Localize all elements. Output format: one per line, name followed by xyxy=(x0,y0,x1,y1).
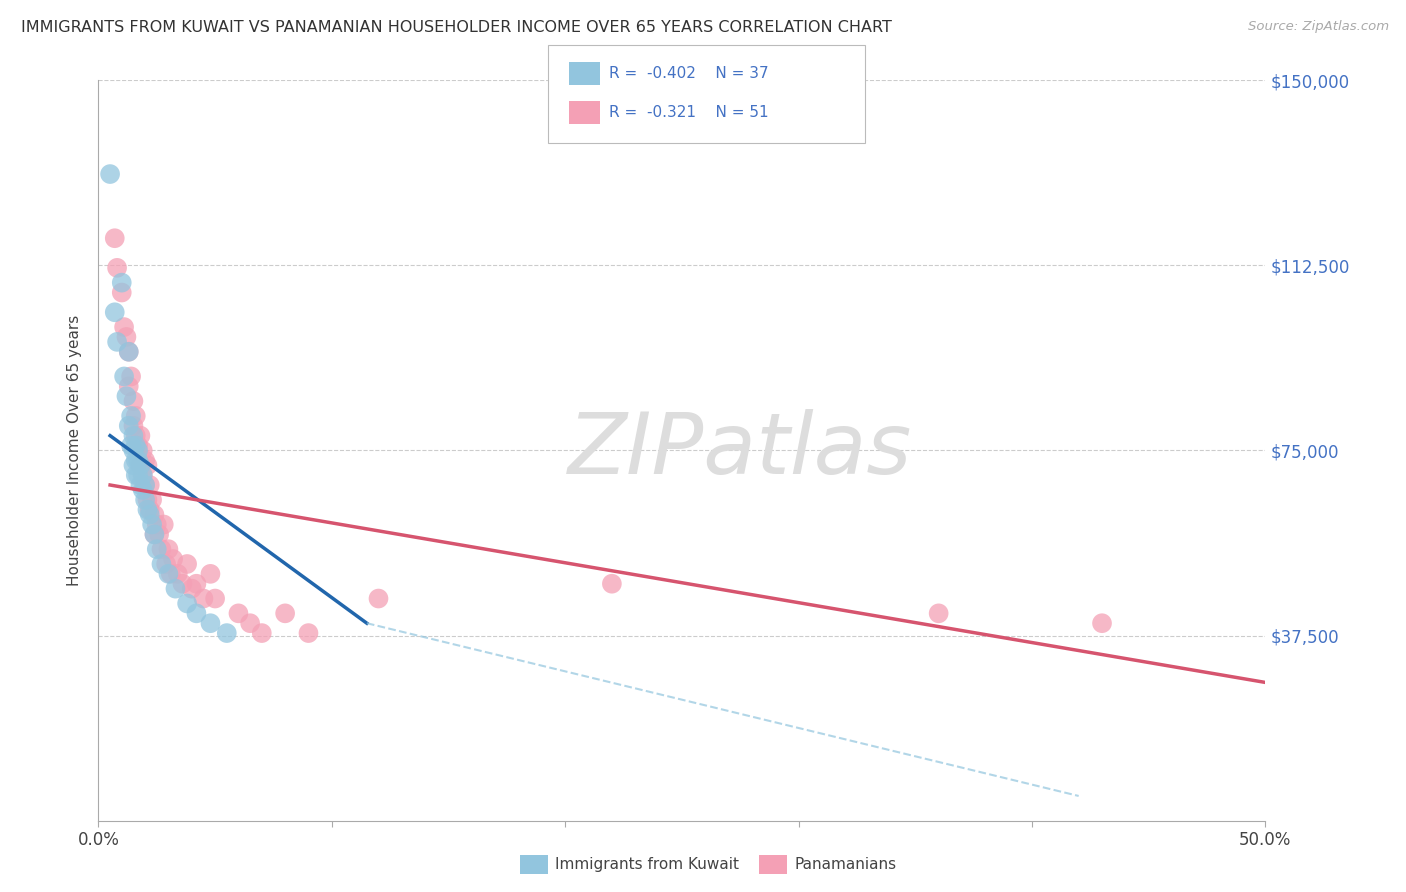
Point xyxy=(139,478,162,492)
Point xyxy=(146,542,169,557)
Point xyxy=(132,483,155,497)
Point xyxy=(152,517,174,532)
Point xyxy=(98,167,121,181)
Point xyxy=(215,626,238,640)
Point xyxy=(139,502,162,516)
Point xyxy=(118,379,141,393)
Point xyxy=(200,616,222,631)
Point xyxy=(125,468,148,483)
Point xyxy=(228,607,250,621)
Point xyxy=(193,591,215,606)
Point xyxy=(1091,616,1114,631)
Text: Immigrants from Kuwait: Immigrants from Kuwait xyxy=(555,857,740,871)
Point xyxy=(127,438,149,452)
Point xyxy=(200,566,222,581)
Point xyxy=(122,394,145,409)
Point xyxy=(134,478,156,492)
Point xyxy=(125,428,148,442)
Point xyxy=(148,527,170,541)
Point xyxy=(186,607,208,621)
Text: Source: ZipAtlas.com: Source: ZipAtlas.com xyxy=(1249,20,1389,33)
Point xyxy=(134,492,156,507)
Point xyxy=(125,438,148,452)
Point xyxy=(125,409,148,423)
Point xyxy=(176,557,198,571)
Point xyxy=(134,453,156,467)
Point xyxy=(122,458,145,473)
Point xyxy=(129,478,152,492)
Point xyxy=(274,607,297,621)
Point xyxy=(239,616,262,631)
Point xyxy=(159,566,181,581)
Point xyxy=(111,276,134,290)
Point xyxy=(129,458,152,473)
Text: ZIPatlas: ZIPatlas xyxy=(568,409,912,492)
Point xyxy=(172,576,194,591)
Point xyxy=(129,428,152,442)
Point xyxy=(127,453,149,467)
Point xyxy=(115,389,138,403)
Point xyxy=(600,576,623,591)
Point xyxy=(136,492,159,507)
Point xyxy=(297,626,319,640)
Point xyxy=(143,527,166,541)
Point xyxy=(125,453,148,467)
Text: IMMIGRANTS FROM KUWAIT VS PANAMANIAN HOUSEHOLDER INCOME OVER 65 YEARS CORRELATIO: IMMIGRANTS FROM KUWAIT VS PANAMANIAN HOU… xyxy=(21,20,891,35)
Point xyxy=(132,468,155,483)
Point xyxy=(105,334,128,349)
Point xyxy=(180,582,202,596)
Point xyxy=(104,231,127,245)
Point xyxy=(111,285,134,300)
Point xyxy=(157,542,180,557)
Point xyxy=(129,458,152,473)
Point xyxy=(118,344,141,359)
Point xyxy=(250,626,273,640)
Point xyxy=(118,418,141,433)
Point xyxy=(122,443,145,458)
Point xyxy=(132,443,155,458)
Point xyxy=(150,557,173,571)
Point xyxy=(139,508,162,522)
Point xyxy=(122,418,145,433)
Point xyxy=(162,552,184,566)
Point xyxy=(127,443,149,458)
Point xyxy=(105,260,128,275)
Point xyxy=(186,576,208,591)
Point xyxy=(132,468,155,483)
Point xyxy=(141,492,163,507)
Text: R =  -0.321    N = 51: R = -0.321 N = 51 xyxy=(609,105,769,120)
Point xyxy=(143,508,166,522)
Point xyxy=(104,305,127,319)
Point xyxy=(112,369,135,384)
Point xyxy=(143,527,166,541)
Point xyxy=(120,369,142,384)
Point xyxy=(118,344,141,359)
Point xyxy=(141,517,163,532)
Point xyxy=(146,517,169,532)
Point xyxy=(136,458,159,473)
Point xyxy=(165,582,187,596)
Text: R =  -0.402    N = 37: R = -0.402 N = 37 xyxy=(609,66,769,80)
Point xyxy=(204,591,226,606)
Point xyxy=(155,557,177,571)
Point xyxy=(150,542,173,557)
Point xyxy=(367,591,389,606)
Point xyxy=(157,566,180,581)
Point xyxy=(120,438,142,452)
Point xyxy=(122,428,145,442)
Point xyxy=(136,502,159,516)
Point xyxy=(176,597,198,611)
Y-axis label: Householder Income Over 65 years: Householder Income Over 65 years xyxy=(67,315,83,586)
Point xyxy=(134,478,156,492)
Point xyxy=(120,409,142,423)
Text: Panamanians: Panamanians xyxy=(794,857,897,871)
Point xyxy=(127,468,149,483)
Point xyxy=(112,320,135,334)
Point xyxy=(115,330,138,344)
Point xyxy=(166,566,188,581)
Point xyxy=(928,607,950,621)
